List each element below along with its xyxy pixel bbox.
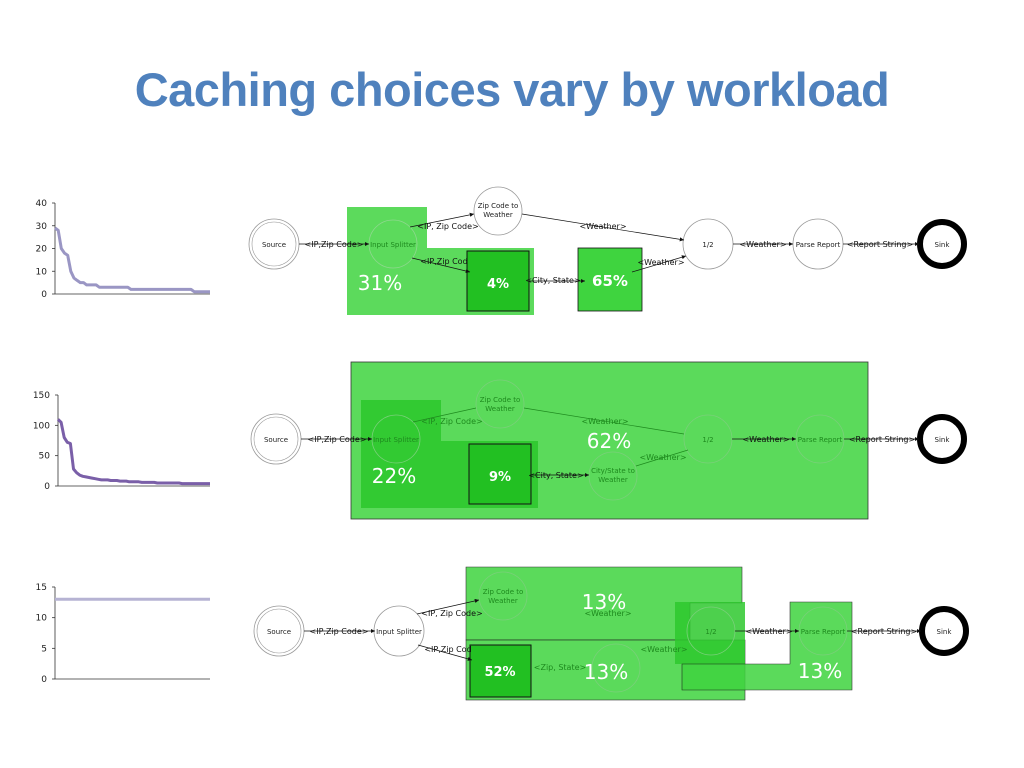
- edge-label: <Weather>: [639, 453, 686, 462]
- svg-text:Parse Report: Parse Report: [796, 241, 841, 249]
- node-sink: Sink: [917, 219, 967, 269]
- node-zip-to-weather: Zip Code to Weather: [475, 379, 525, 429]
- page-title: Caching choices vary by workload: [134, 63, 890, 116]
- edge-label: <IP, Zip Code>: [417, 222, 478, 231]
- cache-region-9: [468, 443, 532, 505]
- y-tick-label: 50: [39, 452, 51, 462]
- node-city-state-to-weather: City/State to Weather: [588, 451, 638, 501]
- svg-text:Weather: Weather: [598, 476, 628, 484]
- svg-text:Sink: Sink: [935, 241, 951, 249]
- svg-text:Zip Code to: Zip Code to: [480, 396, 521, 404]
- svg-text:1/2: 1/2: [705, 628, 716, 636]
- series-line: [54, 226, 210, 294]
- edge-label: <Report String>: [851, 627, 917, 636]
- pct-label: 62%: [587, 429, 631, 453]
- edge-label: <IP,Zip Code>: [308, 435, 367, 444]
- svg-text:City/State to: City/State to: [591, 467, 635, 475]
- y-tick-label: 10: [36, 267, 48, 277]
- diagram-workload-1: Source Input Splitter Zip Code to Weathe…: [248, 186, 967, 315]
- cache-region-4: [466, 250, 530, 312]
- pct-label: 13%: [584, 660, 628, 684]
- edge-label: <Weather>: [739, 240, 786, 249]
- node-sink: Sink: [917, 414, 967, 464]
- edge-label: <IP,Zip Cod: [420, 257, 467, 266]
- svg-text:1/2: 1/2: [702, 436, 713, 444]
- y-tick-label: 100: [33, 421, 50, 431]
- svg-text:Source: Source: [267, 628, 291, 636]
- cache-region-65: [577, 247, 643, 312]
- pct-label: 31%: [358, 271, 402, 295]
- diagram-workload-2: Source Input Splitter Zip Code to Weathe…: [250, 361, 967, 520]
- y-tick-label: 20: [36, 245, 48, 255]
- edge-label: <Report String>: [849, 435, 915, 444]
- svg-text:Input Splitter: Input Splitter: [376, 628, 422, 636]
- y-tick-label: 40: [36, 199, 48, 209]
- node-source: Source: [248, 218, 300, 270]
- node-half: 1/2: [682, 218, 734, 270]
- svg-text:Sink: Sink: [935, 436, 951, 444]
- diagram-workload-3: Source Input Splitter Zip Code to Weathe…: [253, 566, 969, 701]
- pct-label: 22%: [372, 464, 416, 488]
- svg-text:Source: Source: [264, 436, 288, 444]
- y-tick-label: 10: [36, 614, 48, 624]
- pct-label: 13%: [798, 659, 842, 683]
- svg-text:Parse Report: Parse Report: [798, 436, 843, 444]
- y-tick-label: 15: [36, 583, 47, 593]
- node-zip-to-weather: Zip Code to Weather: [473, 186, 523, 236]
- edge-label: <Weather>: [581, 417, 628, 426]
- svg-text:Zip Code to: Zip Code to: [483, 588, 524, 596]
- y-tick-label: 30: [36, 222, 48, 232]
- edge-label: <City, State>: [525, 276, 580, 285]
- svg-text:Zip Code to: Zip Code to: [478, 202, 519, 210]
- cache-region-52: [469, 644, 532, 698]
- pct-label: 65%: [592, 272, 628, 290]
- svg-text:Input Splitter: Input Splitter: [373, 436, 419, 444]
- edge-label: <IP, Zip Code>: [421, 609, 482, 618]
- edge-label: <Weather>: [579, 222, 626, 231]
- edge-label: <Weather>: [640, 645, 687, 654]
- node-sink: Sink: [919, 606, 969, 656]
- svg-text:Weather: Weather: [485, 405, 515, 413]
- node-label: Source: [262, 241, 286, 249]
- cache-region-13-right: [681, 601, 853, 691]
- edge-label: <Weather>: [584, 609, 631, 618]
- edge-label: <Report String>: [847, 240, 913, 249]
- pct-label: 52%: [484, 665, 515, 680]
- edge-label: <Weather>: [637, 258, 684, 267]
- y-tick-label: 0: [44, 482, 50, 492]
- edge-label: <Weather>: [745, 627, 792, 636]
- svg-text:1/2: 1/2: [702, 241, 713, 249]
- cache-region-13-half: [675, 602, 745, 664]
- edge-label: <Zip, State>: [534, 663, 586, 672]
- edge-label: <IP,Zip Code>: [310, 627, 369, 636]
- node-label: Input Splitter: [370, 241, 416, 249]
- y-tick-label: 5: [41, 644, 47, 654]
- svg-text:Sink: Sink: [937, 628, 953, 636]
- pct-label: 9%: [489, 470, 511, 485]
- y-tick-label: 0: [41, 675, 47, 685]
- y-tick-label: 150: [33, 391, 50, 401]
- edge-label: <Weather>: [742, 435, 789, 444]
- chart-workload-2: 0 50 100 150: [33, 391, 210, 492]
- chart-workload-1: 0 10 20 30 40: [36, 199, 210, 300]
- node-source: Source: [250, 413, 302, 465]
- edge-label: <IP, Zip Code>: [421, 417, 482, 426]
- node-zip-to-weather: Zip Code to Weather: [478, 571, 528, 621]
- node-input-splitter: Input Splitter: [373, 605, 425, 657]
- chart-workload-3: 0 5 10 15: [36, 583, 210, 685]
- svg-text:Weather: Weather: [483, 211, 513, 219]
- node-source: Source: [253, 605, 305, 657]
- pct-label: 13%: [582, 590, 626, 614]
- node-parse-report: Parse Report: [792, 218, 844, 270]
- y-tick-label: 0: [41, 290, 47, 300]
- series-line: [56, 418, 210, 486]
- edge-label: <IP,Zip Cod: [424, 645, 471, 654]
- svg-text:Parse Report: Parse Report: [801, 628, 846, 636]
- node-city-state-to-weather: [591, 643, 641, 693]
- edge-label: <City, State>: [528, 471, 583, 480]
- pct-label: 4%: [487, 277, 509, 292]
- svg-text:Weather: Weather: [488, 597, 518, 605]
- edge-label: <IP,Zip Code>: [305, 240, 364, 249]
